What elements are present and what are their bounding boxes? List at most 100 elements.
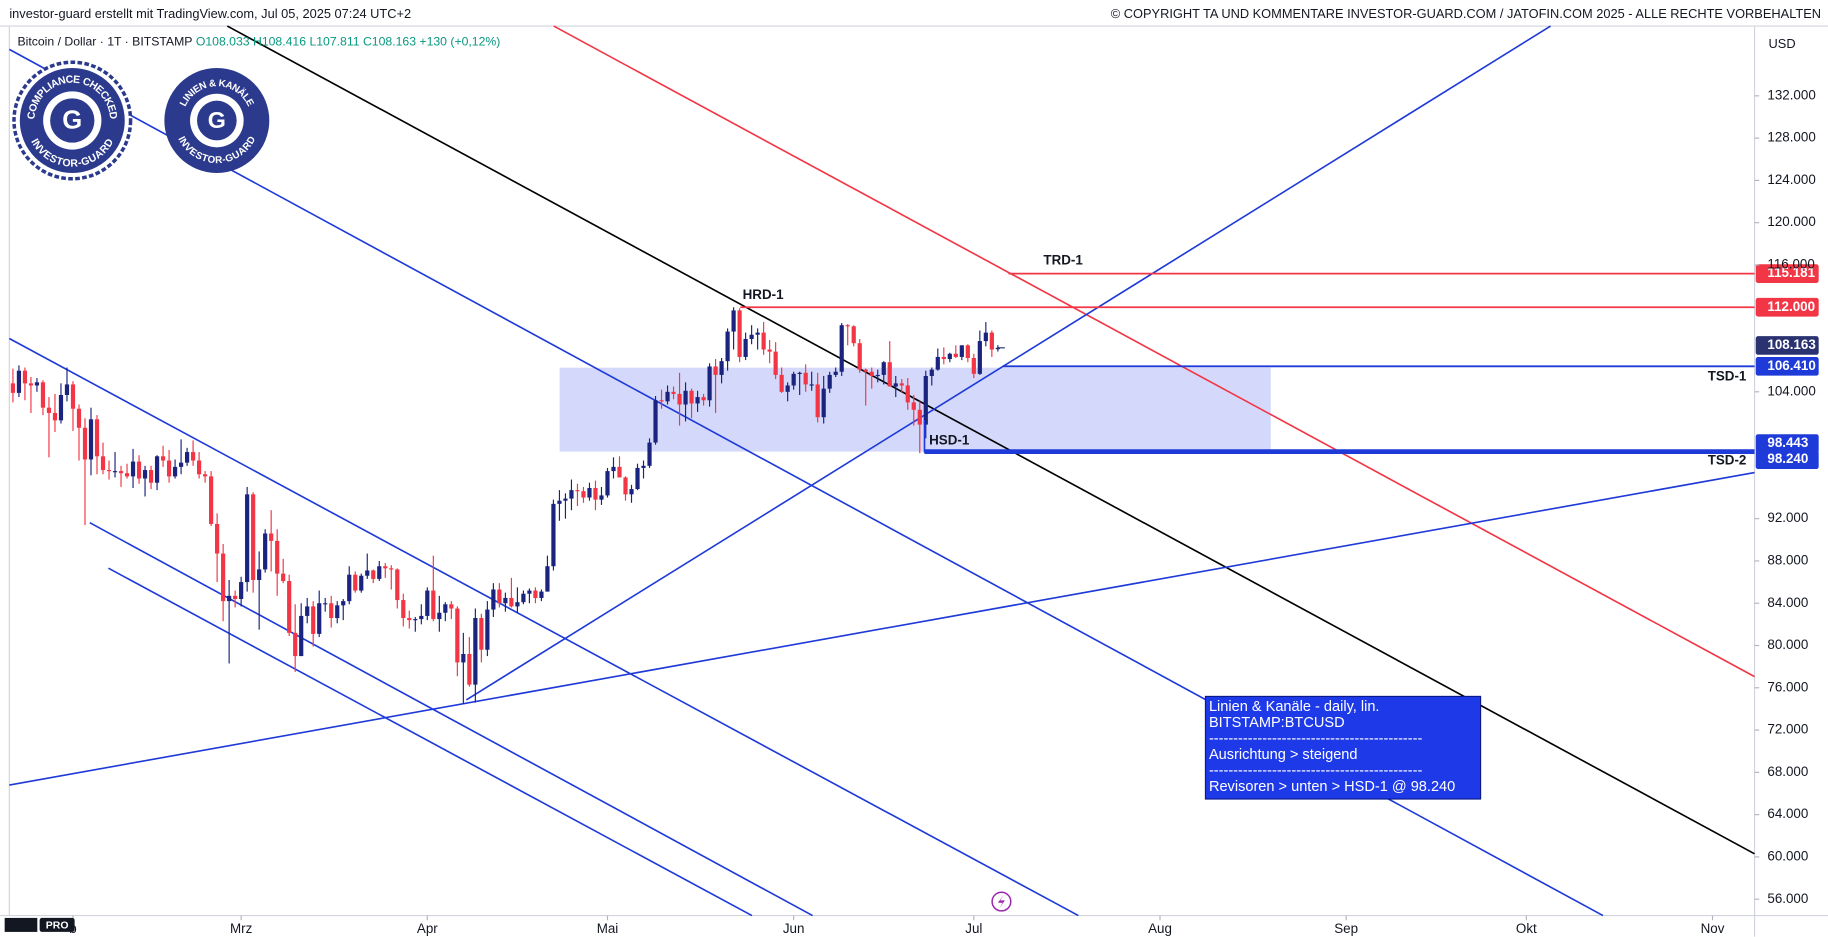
candle-body [317, 603, 322, 634]
ohlc-legend: O108.033 H108.416 L107.811 C108.163 +130… [196, 35, 501, 49]
price-box-label: 108.163 [1767, 337, 1815, 352]
price-box-label: 106.410 [1767, 358, 1815, 373]
candle-body [935, 356, 940, 370]
candle-body [551, 503, 556, 567]
y-tick-label: 56.000 [1767, 891, 1808, 906]
price-box [1755, 264, 1819, 283]
candle-body [641, 465, 646, 468]
x-tick-label: Jun [783, 921, 805, 936]
candle-body [160, 456, 166, 461]
candle-body [479, 618, 484, 650]
candle-body [797, 372, 802, 374]
price-box [1755, 297, 1819, 317]
logo-text: PRO [46, 920, 69, 931]
candle-body [791, 373, 796, 386]
candle-body [329, 603, 334, 619]
candle-body [431, 590, 436, 620]
price-box-label: 98.443 [1767, 435, 1808, 450]
candle-body [809, 384, 814, 386]
info-box-bg [1204, 695, 1482, 800]
candle-body [917, 409, 922, 425]
candle-body [197, 460, 202, 475]
y-tick-label: 80.000 [1767, 637, 1808, 652]
candle-body [689, 390, 694, 404]
candle-body [539, 591, 544, 598]
candle-body [287, 581, 292, 633]
y-tick-label: 88.000 [1767, 552, 1808, 567]
candle-body [323, 603, 328, 605]
candle-body [563, 498, 568, 501]
candle-body [142, 470, 148, 479]
candle-body [40, 382, 46, 408]
info-box: Linien & Kanäle - daily, lin.BITSTAMP:BT… [1204, 695, 1482, 800]
channel-line [8, 337, 1079, 917]
currency: USD [1769, 36, 1796, 51]
candle-body [989, 332, 994, 350]
axes: 132.000 128.000 124.000 120.000 116.000 104.0… [69, 87, 1816, 936]
candle-body [233, 595, 238, 600]
price-box-label: 112.000 [1767, 299, 1815, 314]
candle-body [46, 407, 52, 413]
channel-line [108, 567, 753, 917]
logo: PRO [4, 917, 75, 932]
y-tick-label: 116.000 [1767, 257, 1814, 272]
candle-body [851, 326, 856, 344]
candle-body [503, 597, 508, 604]
header-right: © COPYRIGHT TA UND KOMMENTARE INVESTOR-G… [1111, 6, 1821, 21]
candle-body [112, 471, 118, 473]
y-tick-label: 64.000 [1767, 806, 1808, 821]
info-line: Ausrichtung > steigend [1209, 747, 1358, 763]
candle-body [401, 600, 406, 619]
candle-body [341, 601, 346, 606]
candle-body [106, 470, 112, 472]
candle-body [190, 452, 196, 461]
candle-body [94, 419, 100, 457]
candle-body [383, 566, 388, 569]
candle-body [419, 615, 424, 620]
candle-body [275, 540, 280, 574]
y-tick-label: 92.000 [1767, 510, 1808, 525]
badge-letter: G [62, 106, 82, 134]
candle-body [22, 370, 28, 384]
info-line: ----------------------------------------… [1209, 763, 1423, 779]
candle-body [893, 383, 898, 387]
candle-body [605, 471, 610, 496]
candle-body [299, 615, 304, 657]
candle-body [521, 593, 526, 603]
candle-body [377, 566, 382, 579]
candle-body [665, 391, 670, 402]
candle-body [154, 456, 160, 483]
candle-body [731, 310, 736, 332]
candle-body [557, 500, 562, 504]
candle-body [485, 609, 490, 650]
level-name: TRD-1 [1043, 252, 1083, 267]
candle-body [911, 402, 916, 410]
candle-body [443, 604, 448, 613]
candle-body [533, 590, 538, 598]
candle-body [335, 605, 340, 619]
candle-body [629, 489, 634, 495]
candle-body [359, 575, 364, 591]
badge-letter: G [208, 107, 226, 133]
candle-body [455, 608, 460, 663]
candle-body [497, 589, 502, 604]
candle-body [587, 488, 592, 498]
candle-body [467, 653, 472, 685]
candle-body [449, 604, 454, 609]
candle-body [58, 394, 64, 421]
channel-line [89, 521, 813, 917]
candle-body [593, 488, 598, 500]
price-box [1755, 450, 1819, 470]
candle-body [347, 574, 352, 602]
candle-body [701, 397, 706, 401]
candle-body [821, 388, 826, 418]
candle-body [118, 471, 124, 474]
candle-body [581, 491, 586, 498]
candle-body [575, 490, 580, 492]
trend-line [226, 25, 1755, 855]
y-tick-label: 84.000 [1767, 595, 1808, 610]
candle-body [251, 494, 256, 580]
candle-body [257, 569, 262, 580]
